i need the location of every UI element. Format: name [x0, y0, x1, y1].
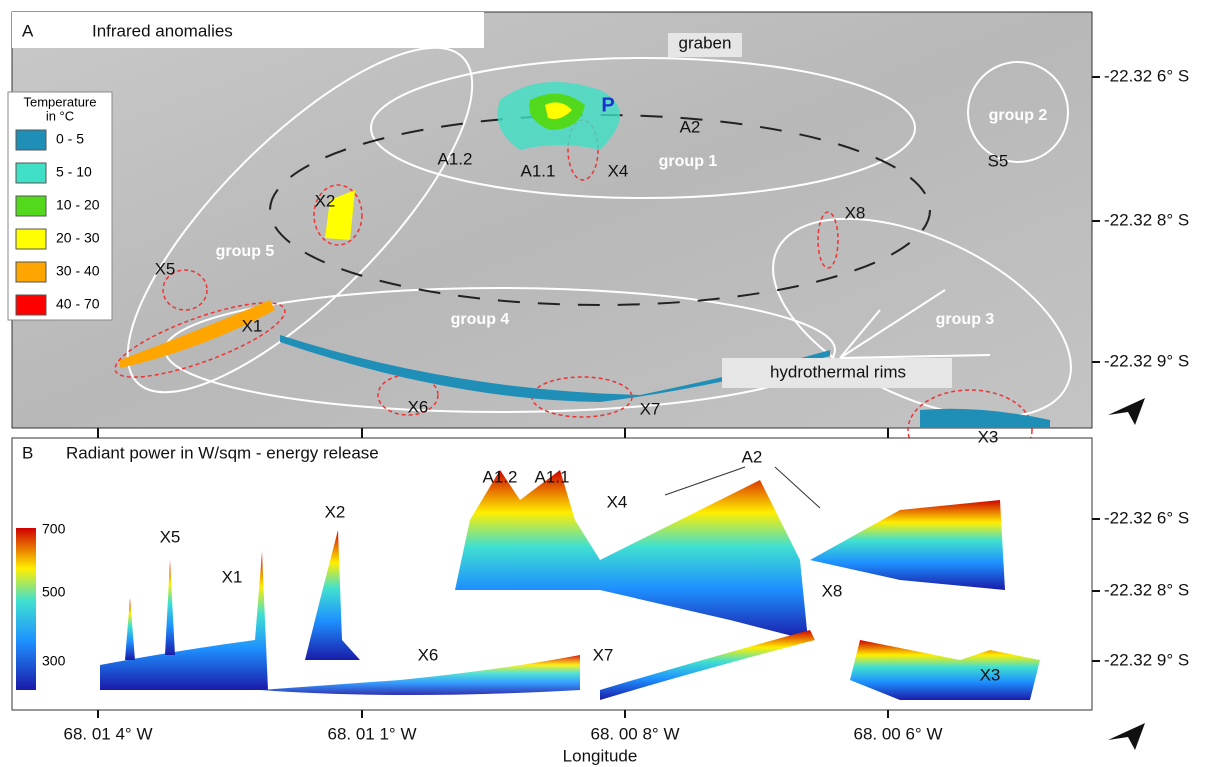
annotation: group 2 [989, 107, 1048, 124]
annotation: P [601, 94, 614, 116]
legend-swatch [16, 163, 46, 183]
annotation: X7 [640, 399, 661, 418]
annotation: group 4 [451, 311, 510, 328]
annotation: A1.2 [483, 467, 518, 486]
panel-title: Infrared anomalies [92, 21, 233, 40]
annotation: group 1 [659, 153, 718, 170]
legend-label: 30 - 40 [56, 263, 100, 279]
annotation: group 3 [936, 311, 995, 328]
annotation: X2 [325, 502, 346, 521]
annotation: X2 [315, 191, 336, 210]
annotation: X8 [822, 581, 843, 600]
colorbar-tick-label: 500 [42, 584, 66, 600]
legend-swatch [16, 262, 46, 282]
legend-label: 40 - 70 [56, 296, 100, 312]
colorbar-tick-label: 700 [42, 521, 66, 537]
panel-label: A [22, 21, 34, 40]
longitude-label: 68. 01 4° W [63, 724, 152, 743]
figure: A Infrared anomalies B Radiant power in … [0, 0, 1205, 767]
latitude-label: -22.32 8° S [1104, 580, 1189, 599]
annotation: X1 [242, 316, 263, 335]
legend-swatch [16, 196, 46, 216]
panel-title: Radiant power in W/sqm - energy release [66, 443, 379, 462]
latitude-label: -22.32 9° S [1104, 650, 1189, 669]
annotation: A2 [742, 447, 763, 466]
annotation: X6 [418, 645, 439, 664]
annotation: A1.1 [521, 161, 556, 180]
longitude-label: 68. 01 1° W [327, 724, 416, 743]
legend-swatch [16, 130, 46, 150]
colorbar-tick-label: 300 [42, 653, 66, 669]
annotation: X1 [222, 567, 243, 586]
legend-label: 20 - 30 [56, 230, 100, 246]
latitude-label: -22.32 6° S [1104, 508, 1189, 527]
panel-label: B [22, 443, 33, 462]
latitude-label: -22.32 8° S [1104, 210, 1189, 229]
annotation: A1.1 [535, 467, 570, 486]
annotation: X3 [978, 427, 999, 446]
legend-label: 0 - 5 [56, 131, 84, 147]
annotation: X8 [845, 203, 866, 222]
longitude-label: 68. 00 6° W [853, 724, 942, 743]
annotation: A1.2 [438, 149, 473, 168]
colorbar [16, 528, 36, 690]
longitude-label: 68. 00 8° W [590, 724, 679, 743]
legend-swatch [16, 229, 46, 249]
annotation: graben [679, 33, 732, 52]
annotation: X4 [607, 492, 628, 511]
annotation: X6 [408, 397, 429, 416]
annotation: group 5 [216, 243, 275, 260]
annotation: X7 [593, 645, 614, 664]
annotation: A2 [680, 117, 701, 136]
annotation: X4 [608, 161, 629, 180]
legend-label: 5 - 10 [56, 164, 92, 180]
legend-title: Temperature [24, 94, 97, 109]
annotation: X5 [155, 259, 176, 278]
latitude-label: -22.32 9° S [1104, 351, 1189, 370]
annotation: X5 [160, 527, 181, 546]
annotation: S5 [988, 151, 1009, 170]
latitude-label: -22.32 6° S [1104, 66, 1189, 85]
annotation: X3 [980, 665, 1001, 684]
legend-swatch [16, 295, 46, 315]
legend-title: in °C [46, 108, 74, 123]
annotation: hydrothermal rims [770, 362, 906, 381]
x-axis-label: Longitude [563, 746, 638, 765]
title-box [12, 12, 484, 48]
legend-label: 10 - 20 [56, 197, 100, 213]
north-arrows [1108, 398, 1145, 750]
